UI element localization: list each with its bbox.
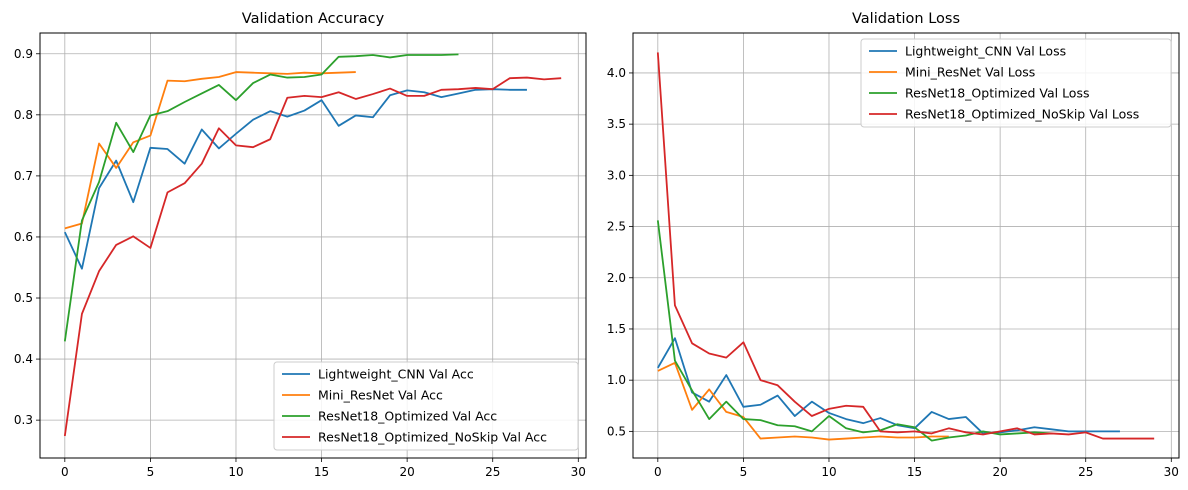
loss-x-tick-label: 5 [740, 465, 748, 479]
accuracy-y-tick-label: 0.7 [14, 169, 33, 183]
loss-y-tick-label: 4.0 [607, 66, 626, 80]
loss-plot-frame [632, 32, 1180, 459]
accuracy-chart-title: Validation Accuracy [242, 11, 385, 27]
accuracy-x-tick-label: 25 [485, 465, 500, 479]
loss-x-tick-label: 15 [907, 465, 922, 479]
accuracy-y-tick-label: 0.9 [14, 47, 33, 61]
accuracy-series-line-3 [63, 76, 562, 437]
loss-legend-label: Lightweight_CNN Val Loss [905, 44, 1066, 59]
accuracy-x-tick-label: 0 [61, 465, 69, 479]
accuracy-legend: Lightweight_CNN Val Acc Mini_ResNet Val A… [273, 361, 579, 451]
accuracy-legend-box [273, 361, 579, 451]
accuracy-y-tick-label: 0.5 [14, 291, 33, 305]
accuracy-plot-frame [39, 32, 587, 459]
accuracy-series-line-1 [64, 71, 356, 230]
loss-legend-box [860, 38, 1172, 128]
accuracy-y-tick-label: 0.8 [14, 108, 33, 122]
loss-y-tick-label: 2.5 [607, 220, 626, 234]
loss-x-tick-label: 10 [821, 465, 836, 479]
accuracy-series-line-0 [64, 88, 527, 270]
accuracy-y-tick-label: 0.6 [14, 230, 33, 244]
accuracy-legend-label: ResNet18_Optimized_NoSkip Val Acc [318, 430, 547, 445]
loss-chart: Validation Loss 0 5 10 15 20 25 30 0.5 1.0 1.5 2.0… [607, 11, 1180, 479]
accuracy-series [63, 53, 562, 437]
loss-x-tick-label: 25 [1078, 465, 1093, 479]
accuracy-x-tick-label: 30 [571, 465, 586, 479]
loss-legend-label: Mini_ResNet Val Loss [905, 65, 1035, 80]
loss-y-tick-label: 1.0 [607, 373, 626, 387]
loss-x-tick-label: 20 [992, 465, 1007, 479]
loss-series-line-1 [657, 361, 949, 441]
loss-series-line-3 [656, 52, 1155, 440]
accuracy-y-tick-label: 0.4 [14, 352, 33, 366]
accuracy-legend-label: Mini_ResNet Val Acc [318, 388, 443, 403]
loss-y-tick-label: 3.5 [607, 117, 626, 131]
accuracy-legend-label: ResNet18_Optimized Val Acc [318, 409, 497, 424]
loss-series-line-0 [657, 337, 1120, 435]
loss-ticks: 0 5 10 15 20 25 30 0.5 1.0 1.5 2.0 2.5 3.0 3.5 4.0 [607, 66, 1179, 479]
loss-legend: Lightweight_CNN Val Loss Mini_ResNet Val … [860, 38, 1172, 128]
loss-legend-label: ResNet18_Optimized_NoSkip Val Loss [905, 107, 1139, 122]
loss-x-tick-label: 30 [1164, 465, 1179, 479]
loss-series-line-2 [656, 220, 1052, 442]
accuracy-series-line-2 [63, 53, 459, 342]
accuracy-x-tick-label: 5 [147, 465, 155, 479]
accuracy-x-tick-label: 20 [399, 465, 414, 479]
accuracy-x-tick-label: 15 [314, 465, 329, 479]
loss-legend-label: ResNet18_Optimized Val Loss [905, 86, 1090, 101]
loss-y-tick-label: 3.0 [607, 168, 626, 182]
loss-x-tick-label: 0 [654, 465, 662, 479]
loss-series [656, 52, 1155, 442]
accuracy-y-tick-label: 0.3 [14, 413, 33, 427]
loss-y-tick-label: 2.0 [607, 271, 626, 285]
accuracy-x-tick-label: 10 [228, 465, 243, 479]
loss-y-tick-label: 1.5 [607, 322, 626, 336]
loss-chart-title: Validation Loss [852, 11, 960, 27]
accuracy-ticks: 0 5 10 15 20 25 30 0.3 0.4 0.5 0.6 0.7 0.8 0.9 [14, 47, 586, 479]
loss-y-tick-label: 0.5 [607, 424, 626, 438]
accuracy-chart: Validation Accuracy 0 5 10 15 20 25 30 0.3 0.4 0.… [14, 11, 587, 479]
accuracy-legend-label: Lightweight_CNN Val Acc [318, 367, 474, 382]
